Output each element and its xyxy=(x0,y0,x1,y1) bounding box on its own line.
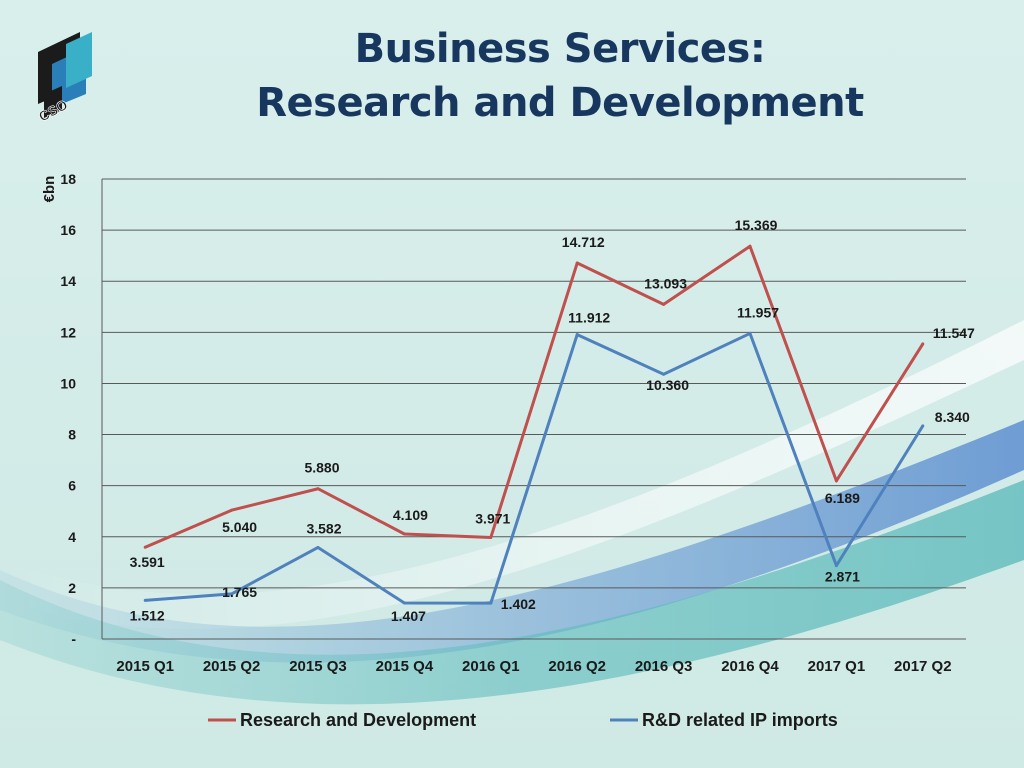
data-point xyxy=(662,372,666,376)
y-tick-label: 16 xyxy=(60,222,76,238)
data-point xyxy=(230,508,234,512)
data-label: 1.512 xyxy=(130,607,165,623)
y-tick-label: 6 xyxy=(68,478,76,494)
data-point xyxy=(748,244,752,248)
data-label: 4.109 xyxy=(393,507,428,523)
y-tick-label: 18 xyxy=(60,171,76,187)
data-label: 1.765 xyxy=(222,584,257,600)
y-tick-label: - xyxy=(71,631,76,647)
x-tick-label: 2017 Q2 xyxy=(894,658,952,675)
data-label: 2.871 xyxy=(825,569,860,585)
data-point xyxy=(921,342,925,346)
data-label: 6.189 xyxy=(825,490,860,506)
x-tick-label: 2016 Q3 xyxy=(635,658,693,675)
data-point xyxy=(402,532,406,536)
y-tick-label: 12 xyxy=(60,324,76,340)
data-label: 10.360 xyxy=(646,377,689,393)
x-tick-label: 2016 Q1 xyxy=(462,658,520,675)
data-point xyxy=(402,601,406,605)
data-point xyxy=(489,536,493,540)
data-point xyxy=(316,487,320,491)
y-tick-label: 2 xyxy=(68,580,76,596)
x-tick-label: 2015 Q2 xyxy=(203,658,261,675)
data-point xyxy=(834,564,838,568)
data-label: 1.402 xyxy=(501,596,536,612)
data-label: 11.912 xyxy=(568,310,610,326)
data-label: 3.591 xyxy=(130,554,165,570)
y-tick-label: 4 xyxy=(68,529,76,545)
data-point xyxy=(662,302,666,306)
page-title: Business Services: Research and Developm… xyxy=(180,22,940,130)
data-point xyxy=(316,545,320,549)
cso-logo: CSO xyxy=(36,32,92,124)
data-label: 5.040 xyxy=(222,519,257,535)
y-tick-label: 10 xyxy=(60,375,76,391)
y-tick-label: 14 xyxy=(60,273,76,289)
x-tick-label: 2015 Q3 xyxy=(289,658,347,675)
y-axis-label: €bn xyxy=(41,176,58,203)
data-point xyxy=(489,601,493,605)
series-line-rd-ip-imports xyxy=(145,331,925,605)
data-label: 3.971 xyxy=(475,511,510,527)
data-label: 11.547 xyxy=(933,325,975,341)
data-label: 15.369 xyxy=(735,217,778,233)
data-label: 13.093 xyxy=(644,275,687,291)
legend-label: Research and Development xyxy=(240,710,476,730)
data-point xyxy=(230,592,234,596)
x-tick-label: 2016 Q4 xyxy=(721,658,779,675)
data-point xyxy=(575,261,579,265)
swoosh-teal xyxy=(0,480,1024,705)
x-tick-label: 2015 Q1 xyxy=(116,658,174,675)
data-label: 5.880 xyxy=(304,460,339,476)
x-tick-label: 2015 Q4 xyxy=(376,658,434,675)
data-point xyxy=(834,479,838,483)
x-tick-label: 2017 Q1 xyxy=(808,658,866,675)
y-tick-label: 8 xyxy=(68,427,76,443)
series-line-research-and-development xyxy=(144,244,925,549)
title-line-1: Business Services: xyxy=(354,26,766,72)
x-tick-label: 2016 Q2 xyxy=(548,658,606,675)
data-point xyxy=(143,598,147,602)
data-label: 3.582 xyxy=(306,520,341,536)
data-label: 11.957 xyxy=(737,304,779,320)
data-point xyxy=(921,424,925,428)
data-point xyxy=(748,331,752,335)
data-label: 8.340 xyxy=(935,409,970,425)
data-label: 14.712 xyxy=(562,234,605,250)
data-point xyxy=(143,545,147,549)
legend-label: R&D related IP imports xyxy=(642,710,838,730)
data-label: 1.407 xyxy=(391,608,426,624)
title-line-2: Research and Development xyxy=(256,80,864,126)
data-point xyxy=(575,333,579,337)
